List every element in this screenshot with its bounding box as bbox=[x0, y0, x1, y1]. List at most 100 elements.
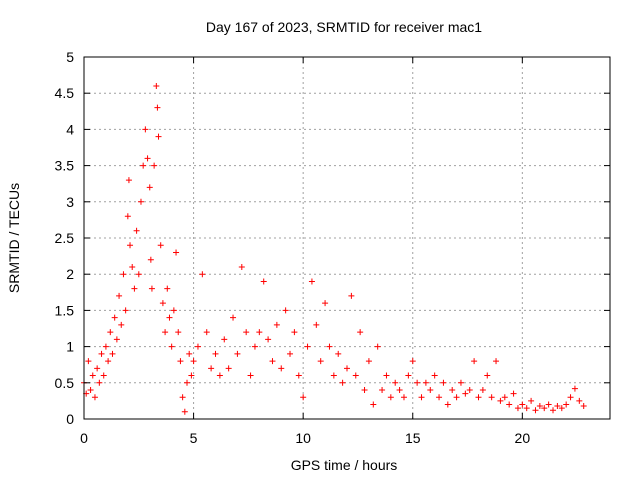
data-point bbox=[392, 379, 399, 386]
data-point bbox=[181, 408, 188, 415]
data-point bbox=[125, 177, 132, 184]
data-point bbox=[322, 300, 329, 307]
y-tick-label: 4.5 bbox=[55, 85, 75, 101]
data-point bbox=[137, 198, 144, 205]
x-tick-label: 20 bbox=[515, 430, 531, 446]
data-point bbox=[177, 358, 184, 365]
y-tick-label: 0 bbox=[66, 411, 74, 427]
data-point bbox=[131, 285, 138, 292]
data-point bbox=[510, 390, 517, 397]
y-tick-label: 3 bbox=[66, 194, 74, 210]
series-mac1 bbox=[81, 82, 587, 415]
data-point bbox=[87, 387, 94, 394]
data-point bbox=[361, 387, 368, 394]
data-point bbox=[466, 387, 473, 394]
data-point bbox=[414, 379, 421, 386]
data-point bbox=[148, 285, 155, 292]
data-point bbox=[379, 387, 386, 394]
plot-frame bbox=[83, 56, 611, 420]
data-point bbox=[208, 365, 215, 372]
data-point bbox=[113, 336, 120, 343]
data-point bbox=[479, 387, 486, 394]
y-tick-label: 1.5 bbox=[55, 302, 75, 318]
data-point bbox=[528, 397, 535, 404]
data-point bbox=[514, 405, 521, 412]
data-point bbox=[109, 350, 116, 357]
data-point bbox=[326, 343, 333, 350]
data-point bbox=[230, 314, 237, 321]
data-point bbox=[550, 407, 557, 414]
data-point bbox=[357, 329, 364, 336]
data-point bbox=[304, 343, 311, 350]
data-point bbox=[247, 372, 254, 379]
data-point bbox=[96, 379, 103, 386]
data-point bbox=[313, 321, 320, 328]
data-point bbox=[567, 394, 574, 401]
data-point bbox=[168, 343, 175, 350]
data-point bbox=[116, 292, 123, 299]
data-point bbox=[94, 365, 101, 372]
data-point bbox=[475, 394, 482, 401]
data-point bbox=[352, 372, 359, 379]
data-point bbox=[370, 401, 377, 408]
data-point bbox=[453, 394, 460, 401]
data-point bbox=[541, 405, 548, 412]
data-point bbox=[488, 394, 495, 401]
data-point bbox=[260, 278, 267, 285]
data-point bbox=[105, 358, 112, 365]
data-point bbox=[558, 405, 565, 412]
data-point bbox=[186, 350, 193, 357]
data-point bbox=[308, 278, 315, 285]
data-point bbox=[462, 390, 469, 397]
data-point bbox=[199, 271, 206, 278]
data-point bbox=[212, 350, 219, 357]
data-point bbox=[457, 379, 464, 386]
y-tick-label: 0.5 bbox=[55, 375, 75, 391]
data-point bbox=[216, 372, 223, 379]
data-point bbox=[111, 314, 118, 321]
data-point bbox=[554, 402, 561, 409]
data-point bbox=[144, 155, 151, 162]
data-point bbox=[256, 329, 263, 336]
y-tick-label: 5 bbox=[66, 49, 74, 65]
data-point bbox=[436, 394, 443, 401]
data-point bbox=[440, 379, 447, 386]
data-point bbox=[188, 372, 195, 379]
data-point bbox=[98, 350, 105, 357]
ticks-layer: 0 0.5 1 1.5 2 2.5 3 3.5 4 4.5 5 0 5 10 15 20 bbox=[55, 49, 610, 446]
data-point bbox=[173, 249, 180, 256]
data-point bbox=[405, 372, 412, 379]
data-point bbox=[194, 343, 201, 350]
data-point bbox=[344, 365, 350, 372]
data-point bbox=[493, 358, 500, 365]
data-point bbox=[287, 350, 294, 357]
data-point bbox=[129, 263, 136, 270]
chart-title: Day 167 of 2023, SRMTID for receiver mac… bbox=[206, 19, 482, 35]
data-point bbox=[100, 372, 107, 379]
data-point bbox=[330, 372, 337, 379]
data-point bbox=[519, 401, 526, 408]
x-tick-label: 15 bbox=[405, 430, 421, 446]
data-point bbox=[422, 379, 429, 386]
data-point bbox=[175, 329, 182, 336]
data-point bbox=[374, 343, 381, 350]
x-tick-label: 10 bbox=[295, 430, 311, 446]
data-point bbox=[157, 242, 164, 249]
x-tick-label: 5 bbox=[190, 430, 198, 446]
data-point bbox=[291, 329, 298, 336]
data-point bbox=[571, 385, 578, 392]
data-point bbox=[190, 358, 197, 365]
data-point bbox=[317, 358, 324, 365]
data-point bbox=[427, 387, 434, 394]
data-point bbox=[124, 213, 131, 220]
data-point bbox=[155, 133, 162, 140]
data-point bbox=[85, 358, 92, 365]
data-point bbox=[484, 372, 491, 379]
data-point bbox=[365, 358, 372, 365]
data-point bbox=[140, 162, 147, 169]
y-tick-label: 2.5 bbox=[55, 230, 75, 246]
data-point bbox=[153, 82, 160, 89]
data-point bbox=[444, 401, 451, 408]
